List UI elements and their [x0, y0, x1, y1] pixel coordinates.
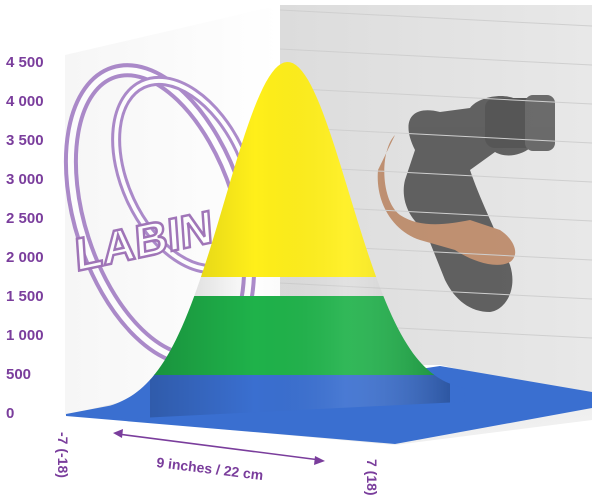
dimension-arrow — [113, 429, 325, 465]
spray-gun-image — [377, 95, 555, 312]
dimension-label: 9 inches / 22 cm — [156, 454, 265, 483]
gridline — [279, 48, 592, 66]
gridline — [279, 9, 592, 27]
x-tick-label-min: -7 (-18) — [55, 432, 71, 478]
gridline — [279, 126, 592, 144]
y-tick-label: 1 000 — [6, 327, 44, 344]
y-tick-label: 2 000 — [6, 249, 44, 266]
y-tick-label: 4 000 — [6, 93, 44, 110]
y-tick-label: 2 500 — [6, 210, 44, 227]
y-tick-label: 3 500 — [6, 132, 44, 149]
y-axis-labels: 0 500 1 000 1 500 2 000 2 500 3 000 3 500 4 000 4… — [6, 54, 44, 422]
gridline — [279, 87, 592, 105]
y-tick-label: 500 — [6, 366, 31, 383]
y-tick-label: 4 500 — [6, 54, 44, 71]
x-tick-label-max: 7 (18) — [364, 459, 380, 496]
y-tick-label: 3 000 — [6, 171, 44, 188]
y-tick-label: 0 — [6, 405, 14, 422]
y-tick-label: 1 500 — [6, 288, 44, 305]
